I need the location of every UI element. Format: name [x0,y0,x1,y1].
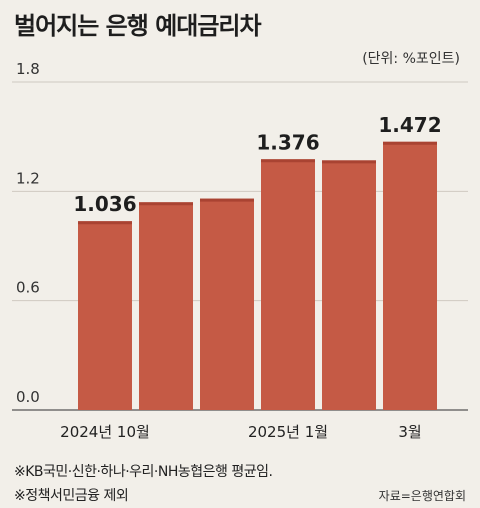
bar-top-edge [78,221,132,225]
y-axis-ticks: 0.0 0.6 1.2 1.8 [16,60,40,406]
y-tick-label: 0.6 [16,279,40,297]
bar [78,221,132,410]
bars [78,141,437,410]
bar-top-edge [383,141,437,145]
bar [139,202,193,410]
chart-title: 벌어지는 은행 예대금리차 [14,12,262,40]
x-tick-label: 3월 [398,423,421,441]
footnotes: ※KB국민·신한·하나·우리·NH농협은행 평균임. ※정책서민금융 제외 [14,460,273,508]
data-label: 1.036 [73,192,136,216]
x-axis-ticks: 2024년 10월 2025년 1월 3월 [60,423,421,441]
footnote-exclusion: ※정책서민금융 제외 [14,488,129,504]
data-label: 1.376 [256,130,319,154]
footnote-banks: ※KB국민·신한·하나·우리·NH농협은행 평균임. [14,464,273,480]
unit-label: (단위: %포인트) [362,51,460,67]
bar-top-edge [261,159,315,163]
bar [383,141,437,410]
bar [322,160,376,410]
bar-top-edge [322,160,376,164]
x-tick-label: 2024년 10월 [60,423,150,441]
source-label: 자료=은행연합회 [378,489,466,503]
y-tick-label: 1.8 [16,60,40,78]
bar-top-edge [200,198,254,202]
x-tick-label: 2025년 1월 [248,423,328,441]
bar [261,159,315,410]
y-tick-label: 1.2 [16,169,40,187]
y-tick-label: 0.0 [16,388,40,406]
data-labels: 1.036 1.376 1.472 [73,113,441,216]
bar [200,198,254,410]
bar-top-edge [139,202,193,206]
data-label: 1.472 [378,113,441,137]
